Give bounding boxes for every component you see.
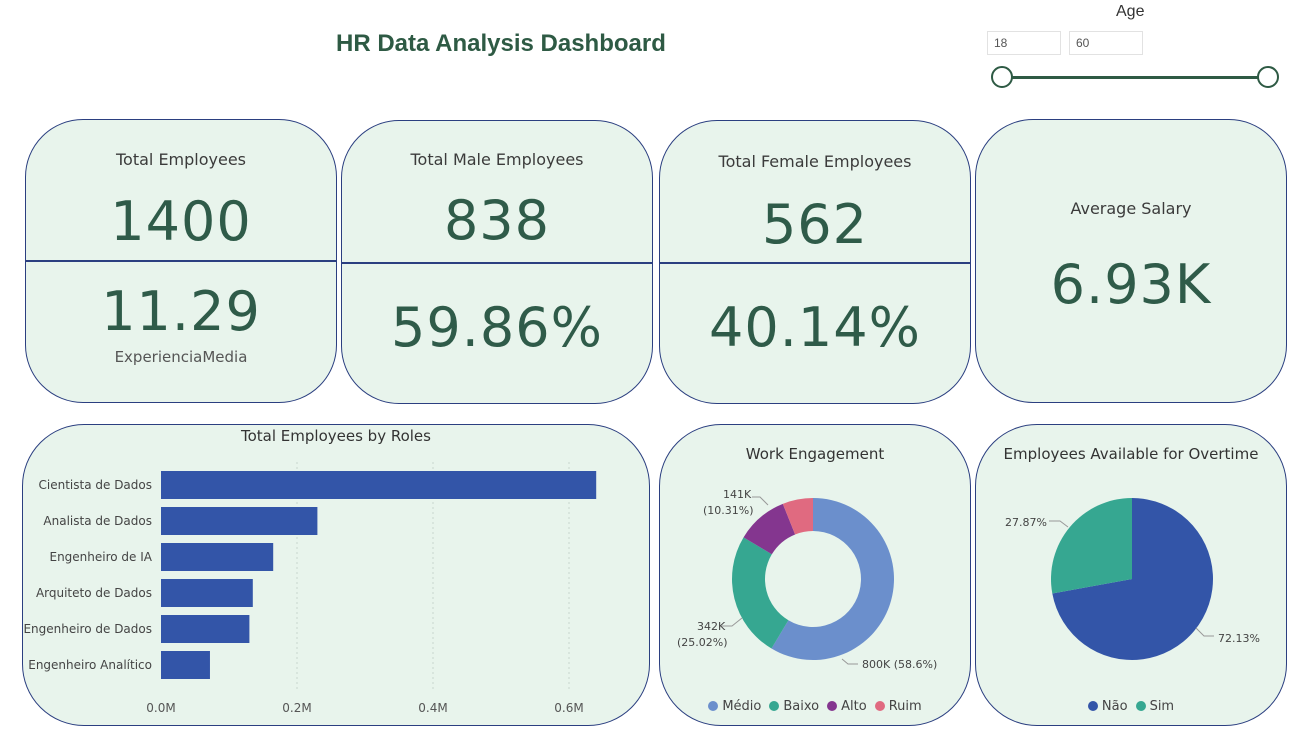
card-divider [660,262,970,264]
overtime-panel: Employees Available for Overtime Não Sim [975,424,1287,726]
female-employees-card: Total Female Employees 562 40.14% [659,120,971,404]
male-employees-card: Total Male Employees 838 59.86% [341,120,653,404]
average-experience-label: ExperienciaMedia [114,348,248,366]
bar-4 [161,579,253,607]
category-label: Analista de Dados [43,514,152,528]
bar-1 [161,471,597,499]
legend-label: Baixo [783,699,820,714]
work-engagement-legend: Médio Baixo Alto Ruim [660,699,970,714]
x-tick-label: 0.6M [554,701,583,715]
female-employees-value: 562 [761,193,869,256]
roles-chart-title: Total Employees by Roles [241,427,431,445]
legend-dot [1087,701,1098,711]
category-label: Engenheiro de Dados [23,622,152,636]
legend-item[interactable]: Sim [1135,699,1175,714]
legend-label: Não [1101,699,1128,714]
age-max-input[interactable] [1069,31,1143,55]
average-salary-card: Average Salary 6.93K [975,119,1287,403]
legend-label: Alto [841,699,867,714]
legend-dot [708,701,719,711]
male-percentage-value: 59.86% [391,296,603,359]
total-employees-label: Total Employees [115,150,247,169]
legend-item[interactable]: Médio [708,699,761,714]
work-engagement-panel: Work Engagement Médio Baixo Alto Ruim [659,424,971,726]
legend-label: Ruim [888,699,922,714]
category-label: Engenheiro Analítico [28,658,152,672]
category-label: Cientista de Dados [39,478,152,492]
card-divider [342,262,652,264]
age-min-input[interactable] [987,31,1061,55]
category-label: Arquiteto de Dados [36,586,152,600]
bar-5 [161,615,250,643]
age-slider-max-handle[interactable] [1257,66,1279,88]
category-label: Engenheiro de IA [49,550,152,564]
overtime-legend: Não Sim [976,699,1286,714]
legend-item[interactable]: Não [1087,699,1128,714]
legend-dot [769,701,780,711]
overtime-title: Employees Available for Overtime [1003,445,1259,463]
work-engagement-title: Work Engagement [745,445,885,463]
x-tick-label: 0.0M [146,701,175,715]
total-employees-value: 1400 [110,190,252,253]
average-salary-label: Average Salary [1070,199,1192,218]
legend-item[interactable]: Baixo [769,699,819,714]
card-divider [26,260,336,262]
bar-6 [161,651,210,679]
legend-dot [874,701,885,711]
page-title: HR Data Analysis Dashboard [336,30,666,57]
x-tick-label: 0.4M [418,701,447,715]
legend-dot [1135,701,1146,711]
legend-label: Médio [722,699,762,714]
age-slider-track[interactable] [1003,76,1268,79]
legend-dot [827,701,838,711]
legend-item[interactable]: Alto [827,699,867,714]
bar-2 [161,507,318,535]
age-slider-min-handle[interactable] [991,66,1013,88]
male-employees-value: 838 [443,189,551,252]
bar-3 [161,543,274,571]
x-tick-label: 0.2M [282,701,311,715]
female-employees-label: Total Female Employees [718,152,912,171]
legend-label: Sim [1149,699,1175,714]
legend-item[interactable]: Ruim [874,699,922,714]
total-employees-card: Total Employees 1400 11.29 ExperienciaMe… [25,119,337,403]
age-filter-label: Age [1116,3,1145,20]
female-percentage-value: 40.14% [709,296,921,359]
male-employees-label: Total Male Employees [410,150,584,169]
average-salary-value: 6.93K [1050,253,1212,316]
average-experience-value: 11.29 [101,280,261,343]
